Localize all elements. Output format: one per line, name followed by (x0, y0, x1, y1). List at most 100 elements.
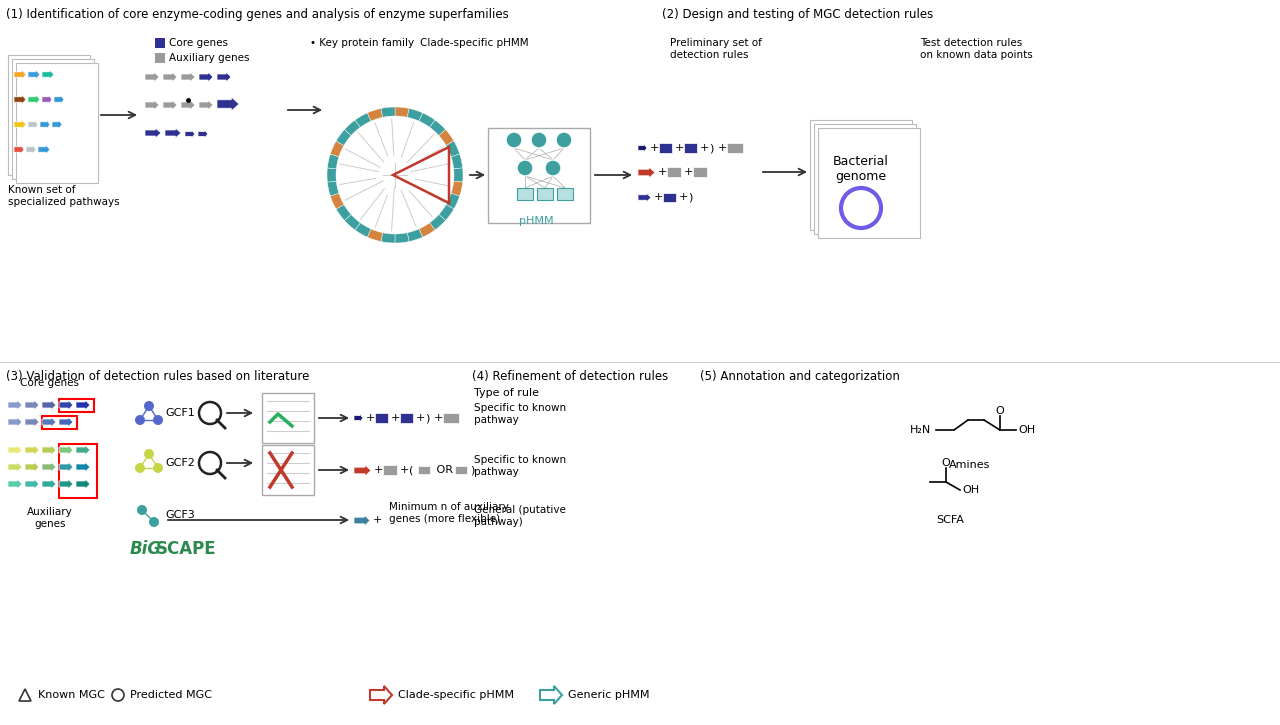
Polygon shape (28, 120, 38, 129)
Text: ): ) (709, 143, 713, 153)
Circle shape (154, 415, 163, 425)
Polygon shape (76, 479, 90, 489)
Text: pHMM: pHMM (518, 216, 553, 226)
Bar (59, 444, 97, 498)
Polygon shape (28, 70, 40, 79)
Wedge shape (344, 120, 361, 136)
Bar (419, 466, 430, 474)
Circle shape (841, 188, 881, 228)
Polygon shape (42, 479, 56, 489)
Wedge shape (439, 130, 454, 146)
Circle shape (143, 449, 154, 459)
Polygon shape (76, 400, 90, 410)
Text: Clade-specific pHMM: Clade-specific pHMM (420, 38, 529, 48)
Text: H₂N: H₂N (910, 425, 932, 435)
Bar (454, 466, 467, 474)
Bar (684, 143, 698, 153)
Polygon shape (8, 462, 22, 472)
Text: +: + (434, 413, 443, 423)
Wedge shape (337, 130, 351, 146)
Wedge shape (407, 109, 422, 121)
Polygon shape (42, 445, 56, 455)
Bar (818, 128, 920, 238)
Polygon shape (186, 130, 195, 138)
Circle shape (143, 401, 154, 411)
Text: (4) Refinement of detection rules: (4) Refinement of detection rules (472, 370, 668, 383)
Text: ): ) (689, 192, 692, 202)
Text: GCF2: GCF2 (165, 458, 195, 468)
Text: Core genes: Core genes (20, 378, 79, 388)
Polygon shape (355, 465, 371, 476)
Bar (375, 413, 388, 423)
Polygon shape (26, 400, 38, 410)
Text: SCAPE: SCAPE (156, 540, 216, 558)
Wedge shape (419, 223, 435, 237)
Polygon shape (26, 462, 38, 472)
Bar (659, 143, 672, 153)
Wedge shape (451, 154, 462, 169)
Text: Auxiliary genes: Auxiliary genes (169, 53, 250, 63)
Bar (399, 413, 413, 423)
Text: +: + (390, 413, 401, 423)
Polygon shape (59, 445, 73, 455)
Polygon shape (637, 167, 655, 178)
Polygon shape (218, 72, 230, 82)
Circle shape (556, 132, 572, 148)
Text: GCF3: GCF3 (165, 510, 195, 520)
Polygon shape (38, 145, 50, 154)
Text: Generic pHMM: Generic pHMM (568, 690, 649, 700)
Text: Specific to known
pathway: Specific to known pathway (474, 455, 566, 476)
Text: +: + (416, 413, 425, 423)
Polygon shape (218, 97, 239, 111)
Wedge shape (337, 204, 351, 220)
Bar (12, 59, 93, 179)
Text: General (putative
pathway): General (putative pathway) (474, 505, 566, 526)
Polygon shape (54, 95, 64, 104)
Bar (557, 188, 573, 200)
Circle shape (134, 415, 145, 425)
Wedge shape (430, 215, 445, 230)
Text: OH: OH (1018, 425, 1036, 435)
Bar (383, 465, 397, 475)
Polygon shape (180, 72, 195, 82)
Text: +: + (374, 465, 384, 475)
Polygon shape (40, 120, 50, 129)
Text: Known set of
specialized pathways: Known set of specialized pathways (8, 185, 119, 207)
Polygon shape (637, 193, 652, 202)
Text: +: + (700, 143, 709, 153)
Text: (: ( (410, 465, 413, 475)
Text: Core genes: Core genes (169, 38, 228, 48)
Polygon shape (59, 400, 73, 410)
Text: +: + (718, 143, 727, 153)
Polygon shape (8, 479, 22, 489)
Text: +: + (650, 143, 659, 153)
Text: Test detection rules
on known data points: Test detection rules on known data point… (920, 38, 1033, 59)
Bar (8, 55, 90, 175)
Polygon shape (14, 120, 26, 129)
Wedge shape (328, 154, 339, 169)
Wedge shape (344, 215, 361, 230)
Polygon shape (42, 417, 56, 427)
Bar (814, 124, 916, 234)
Polygon shape (163, 100, 177, 110)
Circle shape (154, 463, 163, 473)
Circle shape (506, 132, 522, 148)
Text: ): ) (470, 465, 475, 475)
Text: +: + (372, 515, 383, 525)
Wedge shape (396, 233, 410, 243)
Bar (59, 399, 93, 412)
Polygon shape (42, 400, 56, 410)
Wedge shape (439, 204, 454, 220)
Bar (443, 413, 460, 423)
Text: OR: OR (433, 465, 457, 475)
Text: Known MGC: Known MGC (38, 690, 105, 700)
Polygon shape (198, 100, 212, 110)
Text: +: + (678, 192, 689, 202)
Text: O: O (996, 406, 1005, 416)
Polygon shape (26, 417, 38, 427)
Text: +: + (675, 143, 685, 153)
Polygon shape (59, 479, 73, 489)
Polygon shape (355, 515, 370, 526)
Circle shape (545, 160, 561, 176)
Text: Predicted MGC: Predicted MGC (131, 690, 212, 700)
